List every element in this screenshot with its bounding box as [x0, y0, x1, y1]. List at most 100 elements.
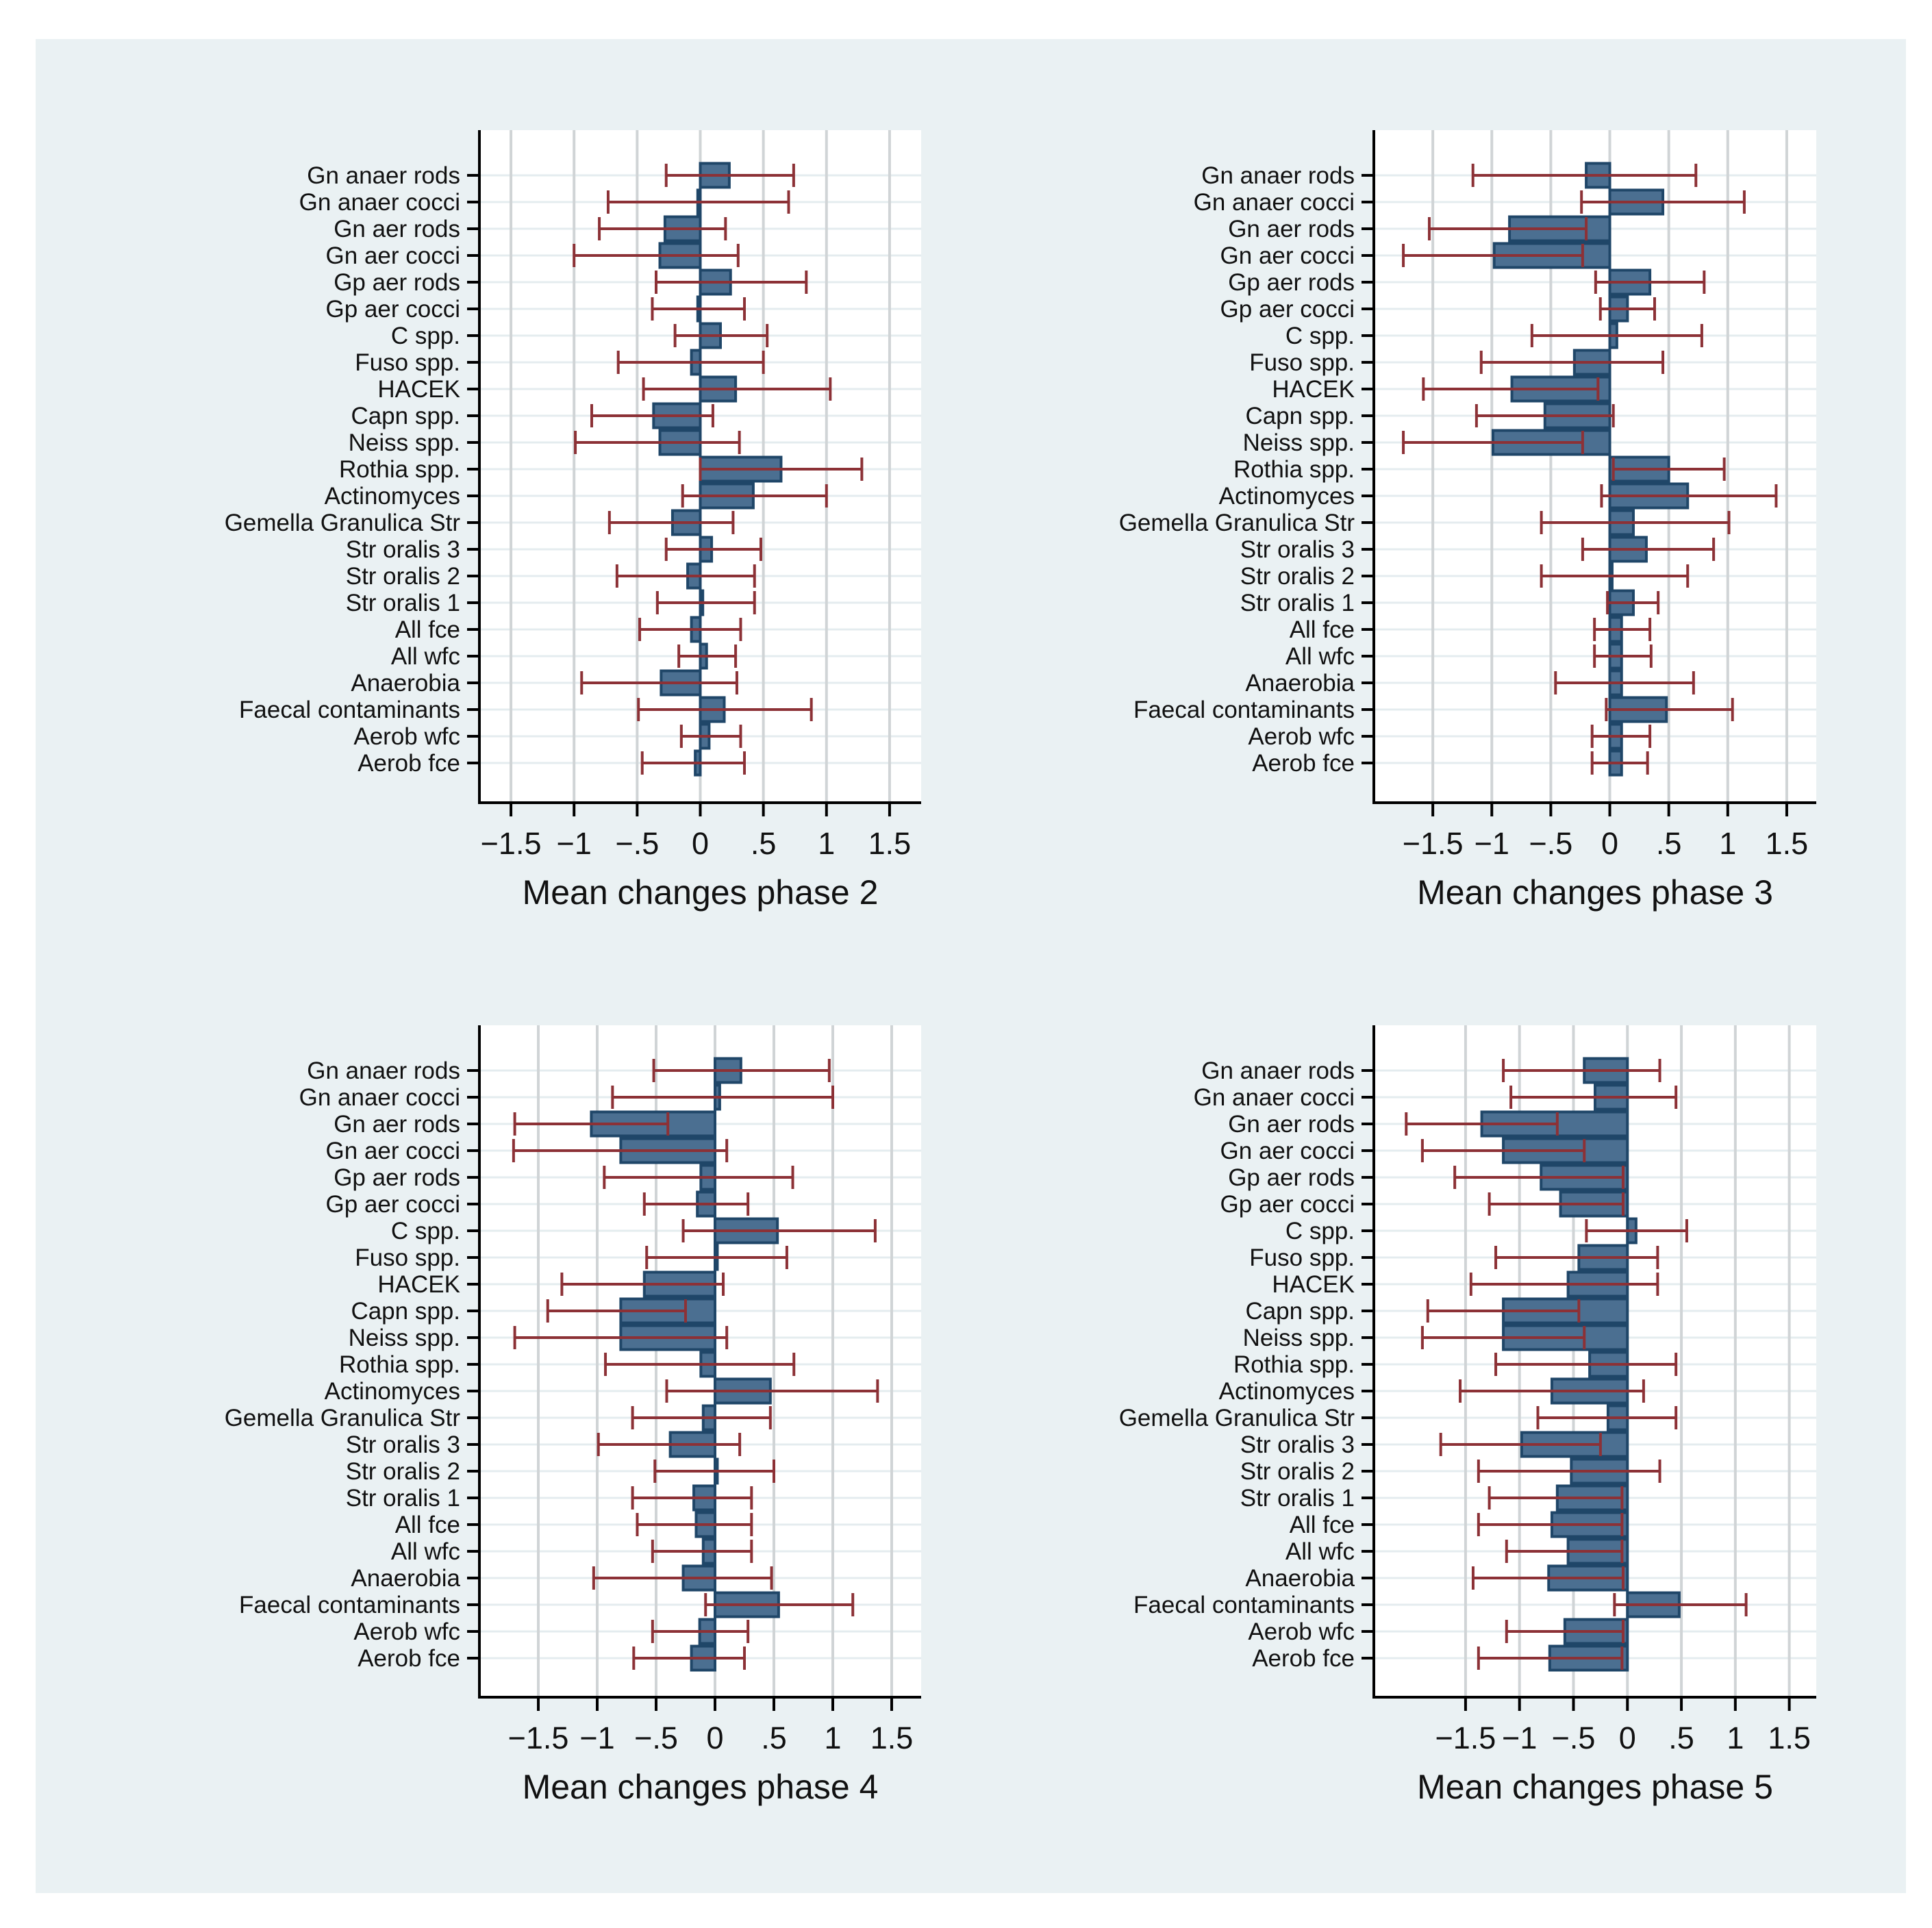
category-label: Str oralis 3	[1240, 536, 1355, 563]
category-label: Neiss spp.	[349, 1325, 460, 1351]
category-label: Capn spp.	[1245, 403, 1355, 429]
error-bar	[1540, 511, 1731, 534]
category-label: All fce	[1290, 616, 1355, 643]
category-label: Str oralis 2	[1240, 563, 1355, 590]
error-bar	[592, 1566, 773, 1590]
error-bar	[642, 1192, 750, 1216]
x-axis-title: Mean changes phase 3	[1417, 873, 1773, 912]
category-label: Gn anaer cocci	[299, 1084, 460, 1111]
category-label: HACEK	[377, 376, 460, 403]
error-bar	[653, 1460, 775, 1483]
error-bar	[1405, 1112, 1559, 1136]
category-label: Actinomyces	[325, 483, 460, 510]
error-bar	[637, 698, 813, 721]
x-tick-label: .5	[1656, 826, 1682, 861]
error-bar	[513, 1112, 670, 1136]
category-label: All wfc	[391, 1538, 460, 1565]
category-label: Fuso spp.	[355, 1244, 460, 1271]
category-label: Aerob fce	[1252, 750, 1355, 777]
x-tick-label: 0	[692, 826, 709, 861]
category-label: Capn spp.	[351, 1298, 460, 1325]
category-label: Gn aer rods	[1228, 216, 1355, 242]
category-label: Gn anaer rods	[1201, 1057, 1355, 1084]
error-bar	[1598, 297, 1656, 321]
category-label: Gn aer rods	[1228, 1111, 1355, 1138]
error-bar	[1427, 217, 1588, 240]
category-label: Aerob wfc	[353, 1618, 460, 1645]
error-bar	[1581, 538, 1716, 561]
x-tick-label: 1	[818, 826, 835, 861]
error-bar	[1475, 404, 1615, 427]
x-tick-label: −1.5	[1403, 826, 1464, 861]
error-bar	[1509, 1086, 1678, 1109]
error-bar	[655, 271, 808, 294]
category-label: Gn aer rods	[334, 1111, 460, 1138]
error-bar	[611, 1086, 834, 1109]
error-bar	[1426, 1299, 1581, 1323]
x-axis-title: Mean changes phase 5	[1417, 1768, 1773, 1806]
x-axis-title: Mean changes phase 2	[523, 873, 879, 912]
category-label: Str oralis 2	[346, 1458, 460, 1485]
error-bar	[560, 1273, 725, 1296]
category-label: Rothia spp.	[1233, 1351, 1355, 1378]
error-bar	[1605, 698, 1734, 721]
error-bar	[580, 671, 738, 694]
category-label: Aerob fce	[357, 750, 460, 777]
error-bar	[1469, 1273, 1659, 1296]
x-tick-label: .5	[751, 826, 777, 861]
error-bar	[664, 164, 795, 187]
error-bar	[1471, 1566, 1624, 1590]
error-bar	[574, 431, 741, 454]
category-label: Gemella Granulica Str	[225, 510, 461, 536]
category-label: Fuso spp.	[1249, 1244, 1355, 1271]
error-bar	[1459, 1379, 1645, 1403]
error-bar	[1594, 271, 1706, 294]
error-bar	[1611, 458, 1726, 481]
error-bar	[1505, 1540, 1624, 1563]
error-bar	[1554, 671, 1695, 694]
category-label: Faecal contaminants	[239, 1592, 460, 1618]
category-label: Actinomyces	[1219, 483, 1355, 510]
category-label: C spp.	[1285, 323, 1355, 349]
error-bar	[1494, 1246, 1659, 1269]
category-label: Gn anaer rods	[307, 162, 460, 189]
error-bar	[704, 1593, 855, 1616]
x-tick-label: 1	[824, 1720, 841, 1755]
error-bar	[607, 511, 735, 534]
error-bar	[603, 1166, 794, 1189]
error-bar	[655, 591, 756, 614]
error-bar	[1540, 564, 1690, 588]
category-label: Neiss spp.	[349, 429, 460, 456]
category-label: C spp.	[391, 1218, 460, 1244]
x-tick-label: −1	[1475, 826, 1509, 861]
x-tick-label: .5	[761, 1720, 787, 1755]
category-label: Anaerobia	[1245, 670, 1355, 697]
error-bar	[677, 644, 738, 668]
error-bar	[1402, 244, 1584, 267]
x-tick-label: 0	[706, 1720, 723, 1755]
error-bar	[513, 1326, 729, 1349]
category-label: Gp aer cocci	[1220, 296, 1355, 323]
category-label: All wfc	[1285, 643, 1355, 670]
category-label: Gp aer rods	[334, 269, 460, 296]
error-bar	[1477, 1647, 1624, 1670]
error-bar	[652, 1059, 831, 1082]
x-tick-label: 1.5	[868, 826, 912, 861]
error-bar	[651, 1540, 753, 1563]
error-bar	[636, 1513, 753, 1536]
error-bar	[679, 725, 742, 748]
error-bar	[1494, 1353, 1678, 1376]
category-label: All fce	[1290, 1512, 1355, 1538]
category-label: Gn anaer rods	[1201, 162, 1355, 189]
category-label: Gn anaer rods	[307, 1057, 460, 1084]
error-bar	[638, 618, 742, 641]
error-bar	[1606, 591, 1660, 614]
category-label: Fuso spp.	[355, 349, 460, 376]
category-label: Gn aer cocci	[1220, 242, 1355, 269]
error-bar	[615, 564, 756, 588]
category-label: Fuso spp.	[1249, 349, 1355, 376]
error-bar	[673, 324, 769, 347]
